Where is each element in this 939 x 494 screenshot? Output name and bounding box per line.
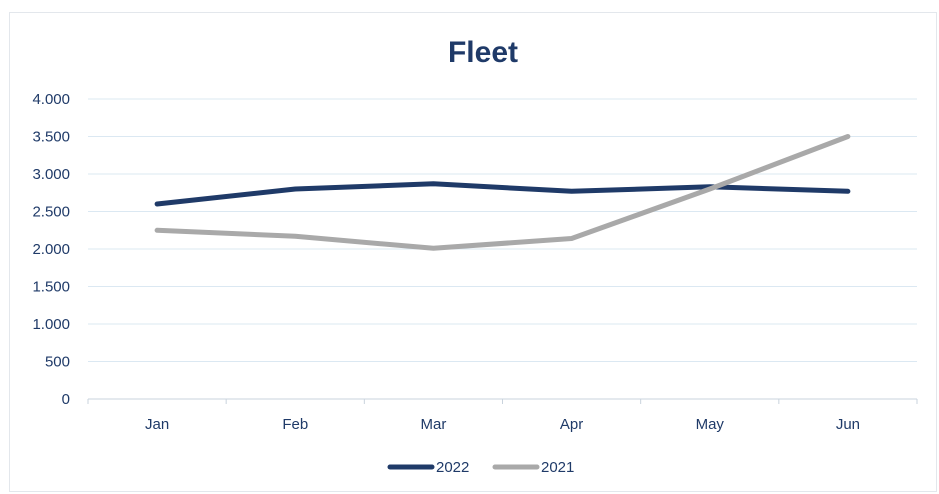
gridlines xyxy=(87,98,918,404)
x-axis-ticks: Jan Feb Mar Apr May Jun xyxy=(145,416,860,433)
series-lines xyxy=(154,134,851,251)
legend-label-2022: 2022 xyxy=(436,459,469,476)
x-tick-label: Feb xyxy=(282,416,308,433)
y-tick-label: 3.500 xyxy=(32,129,70,146)
y-tick-label: 1.000 xyxy=(32,316,70,333)
x-tick-label: Jan xyxy=(145,416,169,433)
x-tick-label: May xyxy=(696,416,725,433)
chart-frame xyxy=(9,12,937,492)
y-tick-label: 4.000 xyxy=(32,91,70,108)
series-line-2022 xyxy=(154,181,851,207)
x-tick-label: Apr xyxy=(560,416,583,433)
chart-title: Fleet xyxy=(448,36,518,69)
x-tick-label: Jun xyxy=(836,416,860,433)
legend: 2022 2021 xyxy=(387,459,574,476)
y-tick-label: 3.000 xyxy=(32,166,70,183)
x-tick-label: Mar xyxy=(420,416,446,433)
y-axis-ticks: 0 500 1.000 1.500 2.000 2.500 3.000 3.500 4.000 xyxy=(32,91,70,408)
y-tick-label: 2.000 xyxy=(32,241,70,258)
series-line-2021 xyxy=(154,134,851,251)
legend-label-2021: 2021 xyxy=(541,459,574,476)
y-tick-label: 1.500 xyxy=(32,279,70,296)
y-tick-label: 2.500 xyxy=(32,204,70,221)
y-tick-label: 500 xyxy=(45,354,70,371)
y-tick-label: 0 xyxy=(62,391,70,408)
